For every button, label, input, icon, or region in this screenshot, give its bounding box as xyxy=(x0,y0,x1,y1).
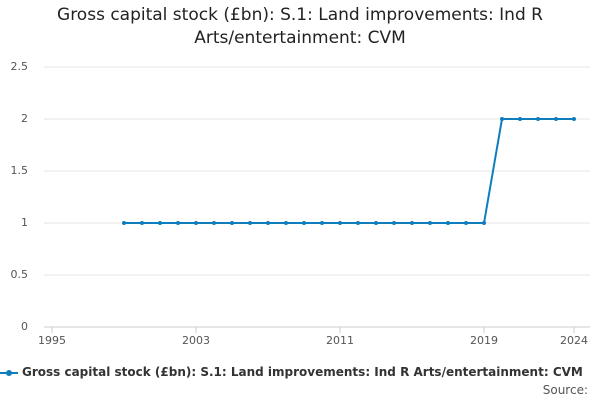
x-tick-label: 2024 xyxy=(560,334,588,347)
point xyxy=(302,221,306,225)
point xyxy=(482,221,486,225)
point xyxy=(176,221,180,225)
point xyxy=(248,221,252,225)
legend-label: Gross capital stock (£bn): S.1: Land imp… xyxy=(22,365,583,379)
y-tick-label: 0 xyxy=(21,320,28,333)
series-line xyxy=(124,118,574,224)
point xyxy=(410,221,414,225)
y-tick-label: 2.5 xyxy=(11,60,29,73)
point xyxy=(338,221,342,225)
point xyxy=(464,221,468,225)
point xyxy=(284,221,288,225)
point xyxy=(212,221,216,225)
x-tick-label: 1995 xyxy=(38,334,66,347)
chart-title: Gross capital stock (£bn): S.1: Land imp… xyxy=(57,5,543,48)
point xyxy=(536,117,540,121)
x-tick-label: 2003 xyxy=(182,334,210,347)
point xyxy=(500,117,504,121)
point xyxy=(446,221,450,225)
point xyxy=(572,117,576,121)
point xyxy=(518,117,522,121)
point xyxy=(374,221,378,225)
point xyxy=(140,221,144,225)
point xyxy=(158,221,162,225)
source: Source: xyxy=(542,383,588,397)
point xyxy=(266,221,270,225)
point xyxy=(194,221,198,225)
y-tick-label: 1.5 xyxy=(11,164,29,177)
x-tick-label: 2019 xyxy=(470,334,498,347)
legend-dot xyxy=(6,369,12,376)
y-tick-label: 0.5 xyxy=(11,268,29,281)
y-tick-label: 1 xyxy=(21,216,28,229)
legend-swatch xyxy=(0,369,18,376)
point xyxy=(320,221,324,225)
point xyxy=(392,221,396,225)
point xyxy=(554,117,558,121)
point xyxy=(356,221,360,225)
point xyxy=(122,221,126,225)
point xyxy=(428,221,432,225)
point xyxy=(230,221,234,225)
y-tick-label: 2 xyxy=(21,112,28,125)
legend: Gross capital stock (£bn): S.1: Land imp… xyxy=(0,365,600,379)
x-tick-label: 2011 xyxy=(326,334,354,347)
